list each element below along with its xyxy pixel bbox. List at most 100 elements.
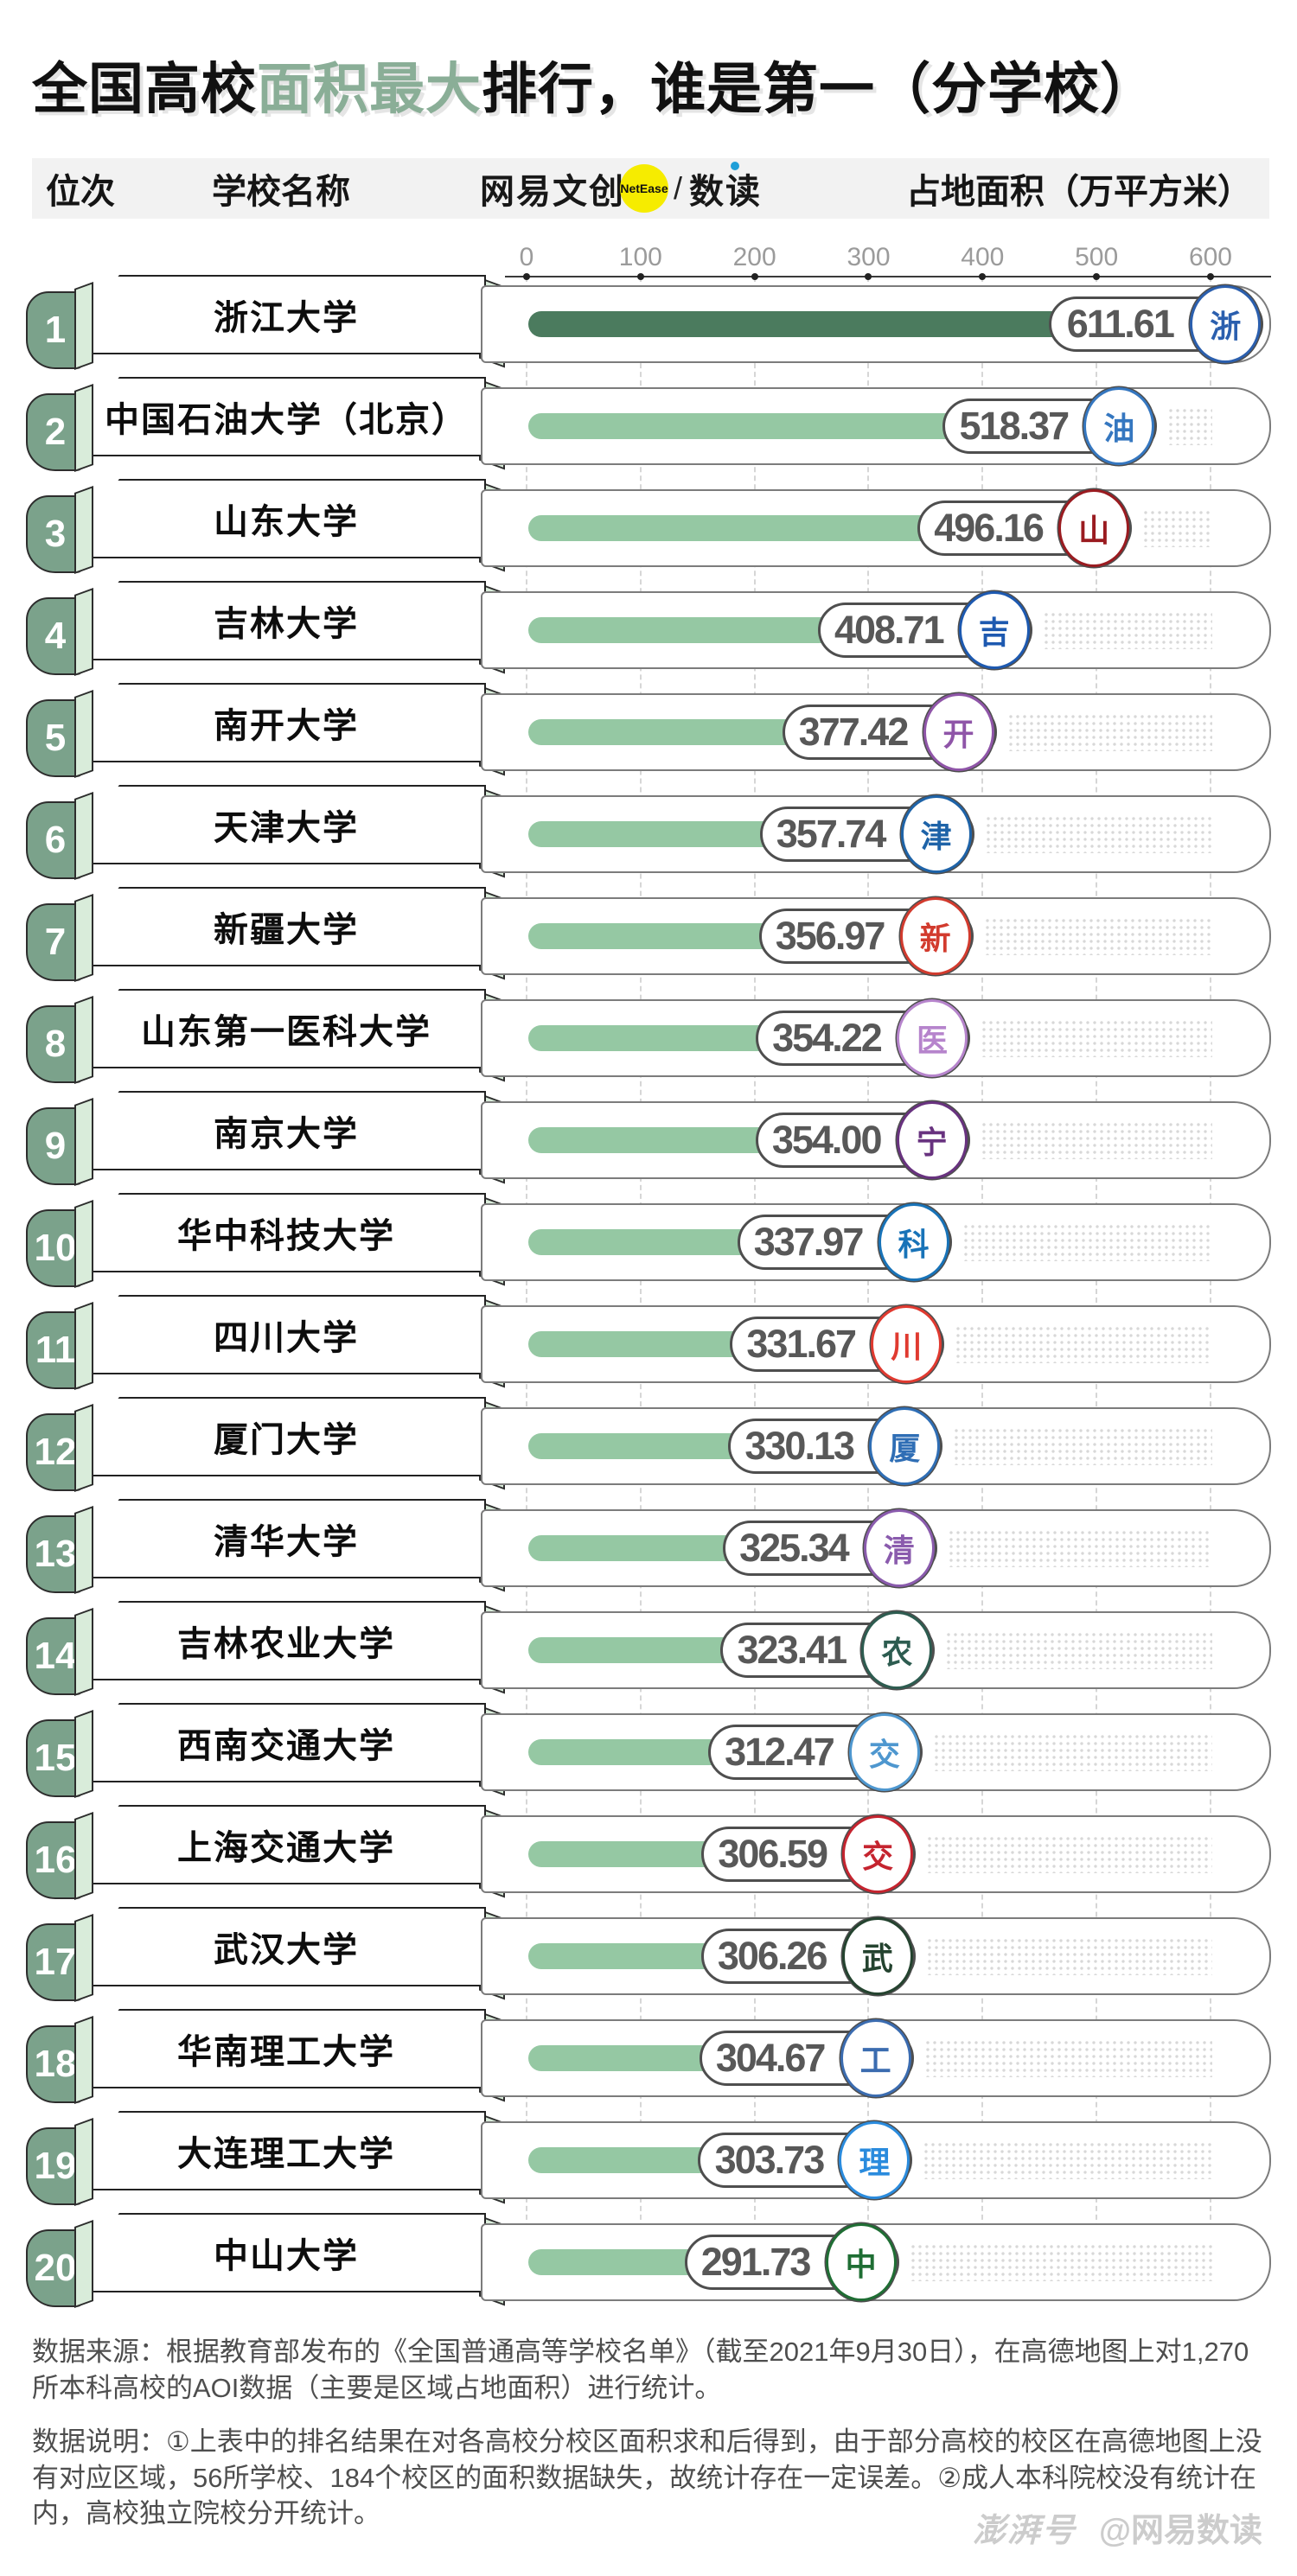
- university-seal-icon: 浙: [1190, 285, 1262, 363]
- table-row: 2 中国石油大学（北京） 518.37 油: [0, 377, 1297, 479]
- data-explanation-note: 数据说明：①上表中的排名结果在对各高校分校区面积求和后得到，由于部分高校的校区在…: [32, 2426, 1262, 2529]
- table-row: 11 四川大学 331.67 川: [0, 1295, 1297, 1397]
- gridline-0: [526, 277, 527, 2298]
- ribbon-fold-left: [74, 2117, 93, 2207]
- halftone-dot-pattern: [945, 1631, 1212, 1669]
- university-seal-icon: 科: [878, 1203, 949, 1281]
- table-row: 17 武汉大学 306.26 武: [0, 1907, 1297, 2009]
- bar-track: 325.34 清: [481, 1509, 1271, 1587]
- ribbon-fold-left: [74, 1811, 93, 1901]
- ribbon-fold-left: [74, 587, 93, 677]
- watermark-pengpai-label: 澎湃号: [972, 2513, 1077, 2549]
- university-seal-icon: 宁: [896, 1101, 968, 1179]
- footnotes: 数据来源：根据教育部发布的《全国普通高等学校名单》（截至2021年9月30日），…: [32, 2334, 1270, 2549]
- column-header-area: 占地面积（万平方米）: [906, 173, 1252, 211]
- ribbon-fold-left: [74, 1199, 93, 1289]
- school-name-plate: 华南理工大学: [86, 2009, 486, 2088]
- bar-track: 518.37 油: [481, 387, 1271, 465]
- tick-dot-0: [523, 273, 530, 280]
- university-seal-icon: 厦: [869, 1407, 941, 1485]
- bar-track: 354.00 宁: [481, 1101, 1271, 1179]
- table-row: 9 南京大学 354.00 宁: [0, 1091, 1297, 1193]
- bar-track: 377.42 开: [481, 693, 1271, 771]
- tick-label-300: 300: [847, 243, 891, 271]
- university-seal-icon: 清: [863, 1509, 935, 1587]
- school-name-plate: 清华大学: [86, 1499, 486, 1578]
- halftone-dot-pattern: [984, 815, 1212, 853]
- ribbon-fold-left: [74, 383, 93, 473]
- ribbon-fold-left: [74, 1301, 93, 1391]
- tick-label-0: 0: [519, 243, 534, 271]
- university-seal-icon: 中: [825, 2223, 897, 2301]
- gridline-400: [981, 277, 984, 2298]
- gridline-600: [1209, 277, 1211, 2298]
- school-name-plate: 天津大学: [86, 785, 486, 864]
- bar-track: 306.59 交: [481, 1815, 1271, 1893]
- bar-track: 291.73 中: [481, 2223, 1271, 2301]
- school-name-plate: 中国石油大学（北京）: [86, 377, 486, 456]
- value-label-pill: 306.26: [700, 1929, 916, 1984]
- table-row: 6 天津大学 357.74 津: [0, 785, 1297, 887]
- university-seal-icon: 吉: [958, 591, 1030, 669]
- university-seal-icon: 医: [896, 999, 968, 1077]
- halftone-dot-pattern: [923, 2141, 1212, 2179]
- tick-dot-600: [1206, 273, 1214, 280]
- gridline-300: [867, 277, 870, 2298]
- table-row: 5 南开大学 377.42 开: [0, 683, 1297, 785]
- table-row: 19 大连理工大学 303.73 理: [0, 2111, 1297, 2213]
- ribbon-fold-left: [74, 1505, 93, 1595]
- table-row: 14 吉林农业大学 323.41 农: [0, 1601, 1297, 1703]
- tick-dot-400: [979, 273, 987, 280]
- gridline-500: [1096, 277, 1098, 2298]
- bar-track: 330.13 厦: [481, 1407, 1271, 1485]
- university-seal-icon: 新: [899, 897, 971, 975]
- halftone-dot-pattern: [953, 1427, 1212, 1465]
- ribbon-fold-left: [74, 689, 93, 779]
- brand-divider: /: [674, 170, 683, 206]
- ribbon-fold-left: [74, 1403, 93, 1493]
- school-name-plate: 吉林大学: [86, 581, 486, 660]
- halftone-dot-pattern: [925, 1937, 1212, 1975]
- x-axis-line: [505, 276, 1271, 277]
- university-seal-icon: 山: [1058, 489, 1130, 567]
- gridline-200: [753, 277, 756, 2298]
- table-row: 8 山东第一医科大学 354.22 医: [0, 989, 1297, 1091]
- table-row: 20 中山大学 291.73 中: [0, 2213, 1297, 2315]
- ribbon-fold-left: [74, 791, 93, 881]
- ribbon-fold-left: [74, 1913, 93, 2003]
- halftone-dot-pattern: [926, 1835, 1212, 1873]
- halftone-dot-pattern: [955, 1325, 1212, 1363]
- bar-track: 306.26 武: [481, 1917, 1271, 1995]
- bar-track: 496.16 山: [481, 489, 1271, 567]
- table-header: 位次 学校名称 网易文创 NetEase / 数读 占地面积（万平方米）: [32, 158, 1269, 219]
- halftone-dot-pattern: [983, 917, 1212, 955]
- school-name-plate: 华中科技大学: [86, 1193, 486, 1272]
- watermark-handle: @网易数读: [1098, 2513, 1262, 2549]
- bar-track: 323.41 农: [481, 1611, 1271, 1689]
- halftone-dot-pattern: [980, 1121, 1212, 1159]
- ribbon-fold-left: [74, 893, 93, 983]
- university-seal-icon: 工: [840, 2019, 911, 2097]
- university-seal-icon: 津: [900, 795, 972, 873]
- ribbon-fold-left: [74, 485, 93, 575]
- halftone-dot-pattern: [1142, 509, 1212, 547]
- ribbon-fold-left: [74, 1607, 93, 1697]
- table-row: 7 新疆大学 356.97 新: [0, 887, 1297, 989]
- tick-dot-200: [751, 273, 758, 280]
- school-name-plate: 中山大学: [86, 2213, 486, 2292]
- data-source-note: 数据来源：根据教育部发布的《全国普通高等学校名单》（截至2021年9月30日），…: [32, 2337, 1249, 2403]
- bar-track: 331.67 川: [481, 1305, 1271, 1383]
- school-name-plate: 南开大学: [86, 683, 486, 762]
- university-seal-icon: 开: [923, 693, 994, 771]
- ribbon-fold-left: [74, 2219, 93, 2309]
- ribbon-fold-left: [74, 1709, 93, 1799]
- tick-label-200: 200: [732, 243, 776, 271]
- ribbon-fold-left: [74, 995, 93, 1085]
- school-name-plate: 武汉大学: [86, 1907, 486, 1986]
- table-row: 1 浙江大学 611.61 浙: [0, 275, 1297, 377]
- tick-label-500: 500: [1075, 243, 1119, 271]
- blue-dot-icon: [731, 162, 740, 170]
- halftone-dot-pattern: [1167, 407, 1212, 445]
- tick-dot-100: [636, 273, 644, 280]
